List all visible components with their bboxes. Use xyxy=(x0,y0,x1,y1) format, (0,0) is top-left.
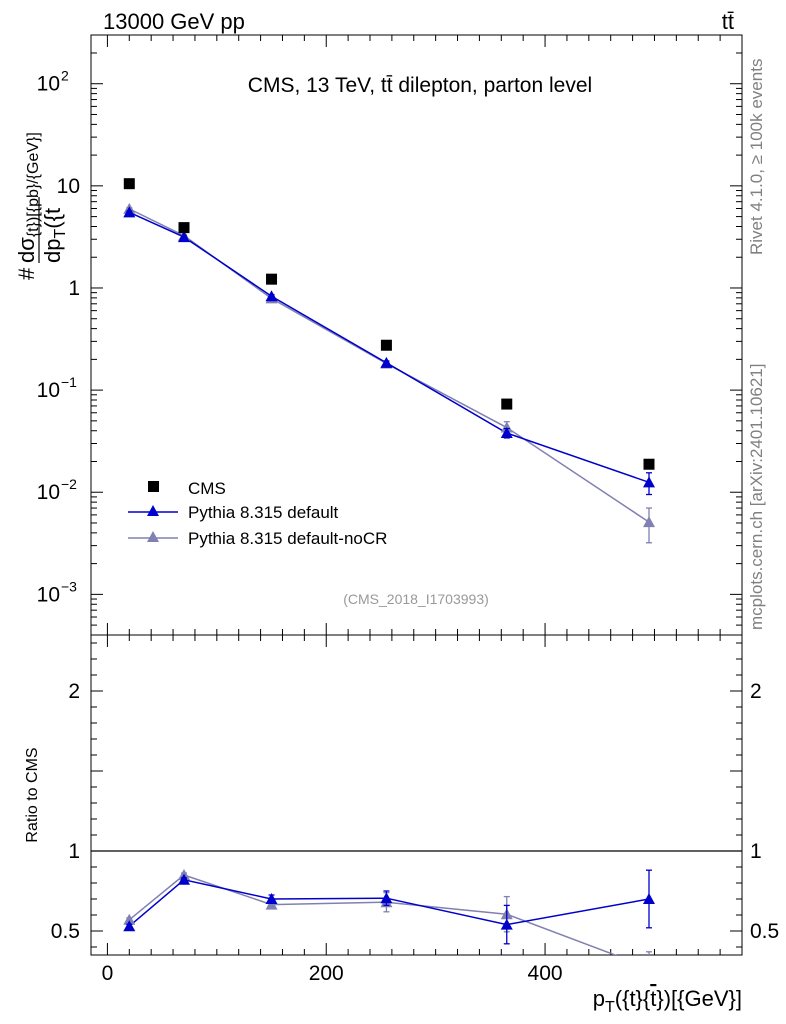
x-tick-label: 200 xyxy=(309,962,344,985)
x-axis-label: pT({t}{t})[{GeV}] xyxy=(593,986,742,1016)
y-label-num: dσ{t})[{pb}/{GeV}] xyxy=(14,132,42,263)
legend: CMS Pythia 8.315 default Pythia 8.315 de… xyxy=(128,479,387,548)
ratio-marker-default xyxy=(265,893,278,904)
triangle-marker-default xyxy=(500,427,513,439)
ratio-y-tick-label-left: 2 xyxy=(68,680,80,703)
ratio-line-default xyxy=(128,878,650,927)
ratio-y-tick-label-right: 1 xyxy=(750,840,762,863)
main-y-tick-exponent: 2 xyxy=(61,68,69,84)
ratio-y-axis-label: Ratio to CMS xyxy=(24,747,41,842)
ratio-marker-default xyxy=(643,893,655,904)
main-y-axis-label: # dσ{t})[{pb}/{GeV}] dpT({t xyxy=(14,132,69,280)
ratio-series xyxy=(123,869,655,973)
legend-cms-marker xyxy=(148,481,159,492)
main-axis-ticks xyxy=(91,34,742,636)
ratio-marker-default xyxy=(123,920,136,932)
cms-data-point xyxy=(643,458,655,470)
x-tick-label: 400 xyxy=(528,962,563,985)
header-right: tt̄ xyxy=(722,9,734,34)
triangle-marker-default xyxy=(123,206,136,218)
x-tick-label: 0 xyxy=(102,962,114,985)
triangle-marker-default xyxy=(178,231,190,243)
header-left: 13000 GeV pp xyxy=(103,9,245,34)
ratio-line-nocr xyxy=(128,874,618,955)
main-series xyxy=(123,178,655,544)
main-y-tick-label: 10 xyxy=(37,73,60,96)
mcplots-label: mcplots.cern.ch [arXiv:2401.10621] xyxy=(747,364,766,630)
main-y-tick-label: 10 xyxy=(37,583,60,606)
triangle-marker-nocr xyxy=(643,516,655,528)
y-label-prefix: # xyxy=(14,267,39,280)
cms-data-point xyxy=(380,339,392,351)
main-y-tick-label: 10 xyxy=(37,481,60,504)
legend-nocr-label: Pythia 8.315 default-noCR xyxy=(188,529,387,548)
cms-data-point xyxy=(178,222,190,234)
main-y-tick-exponent: −1 xyxy=(61,374,77,390)
triangle-marker-default xyxy=(643,476,655,488)
ratio-y-tick-label-left: 1 xyxy=(68,840,80,863)
cms-data-point xyxy=(123,178,135,190)
main-y-tick-label: 10 xyxy=(37,379,60,402)
ratio-marker-default xyxy=(380,892,393,904)
ratio-marker-default xyxy=(500,918,513,930)
main-y-tick-label: 1 xyxy=(68,277,80,300)
rivet-label: Rivet 4.1.0, ≥ 100k events xyxy=(747,59,766,255)
ratio-marker-nocr xyxy=(643,962,655,973)
triangle-marker-default xyxy=(265,290,278,302)
legend-default-marker xyxy=(147,505,159,516)
main-y-tick-label: 10 xyxy=(57,175,80,198)
y-label-den: dpT({t xyxy=(40,208,69,263)
ratio-y-tick-label-right: 2 xyxy=(750,680,762,703)
series-line-nocr xyxy=(128,208,650,523)
legend-default-label: Pythia 8.315 default xyxy=(188,503,339,522)
ratio-panel: 0.5 0.5 1 1 2 2 0 200 400 Ratio to CMS pT({t}{t}… xyxy=(24,634,779,1016)
series-line-default xyxy=(128,211,650,484)
cms-data-point xyxy=(266,273,278,285)
legend-nocr-marker xyxy=(147,531,159,542)
ratio-marker-nocr xyxy=(123,913,136,925)
ratio-frame xyxy=(90,634,743,956)
ratio-y-tick-label-left: 0.5 xyxy=(51,920,80,943)
chart-title: CMS, 13 TeV, tt̄ dilepton, parton level xyxy=(248,74,592,97)
legend-cms-label: CMS xyxy=(188,479,226,498)
analysis-id: (CMS_2018_I1703993) xyxy=(343,591,489,607)
ratio-marker-nocr xyxy=(265,898,278,910)
ratio-y-tick-label-right: 0.5 xyxy=(750,920,779,943)
triangle-marker-default xyxy=(380,356,393,368)
cms-data-point xyxy=(501,398,513,410)
ratio-axis-ticks xyxy=(91,635,742,955)
main-y-tick-exponent: −2 xyxy=(61,476,77,492)
main-y-tick-exponent: −3 xyxy=(61,578,77,594)
ratio-tick-labels: 0.5 0.5 1 1 2 2 0 200 400 xyxy=(51,680,779,985)
ratio-marker-default xyxy=(178,873,190,885)
